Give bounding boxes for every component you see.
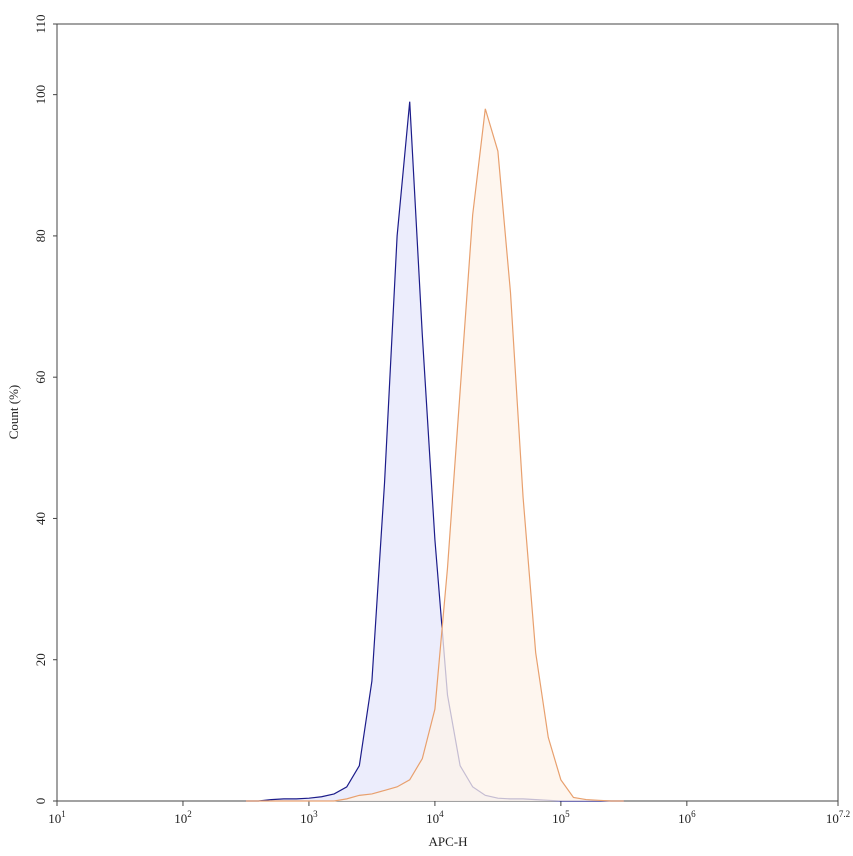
- x-tick-label: 107.2: [826, 809, 850, 826]
- x-tick-label: 101: [48, 809, 66, 826]
- x-tick-label: 103: [300, 809, 318, 826]
- x-tick-exponent: 2: [187, 809, 192, 819]
- x-axis-label: APC-H: [428, 834, 467, 849]
- x-tick-base: 10: [300, 811, 313, 826]
- x-tick-exponent: 7.2: [839, 809, 850, 819]
- x-tick-exponent: 3: [313, 809, 318, 819]
- x-tick-label: 102: [174, 809, 192, 826]
- x-tick-label: 105: [552, 809, 570, 826]
- y-tick-label: 60: [33, 371, 48, 384]
- x-tick-base: 10: [48, 811, 61, 826]
- x-tick-exponent: 6: [691, 809, 696, 819]
- x-tick-base: 10: [678, 811, 691, 826]
- x-tick-base: 10: [826, 811, 839, 826]
- x-tick-base: 10: [552, 811, 565, 826]
- x-tick-label: 106: [678, 809, 696, 826]
- y-axis-label: Count (%): [6, 385, 21, 440]
- y-tick-label: 0: [33, 798, 48, 805]
- x-tick-exponent: 4: [439, 809, 444, 819]
- y-tick-label: 20: [33, 653, 48, 666]
- x-tick-label: 104: [426, 809, 444, 826]
- y-tick-label: 80: [33, 229, 48, 242]
- y-tick-label: 40: [33, 512, 48, 525]
- series-area: [245, 108, 624, 801]
- x-tick-exponent: 1: [61, 809, 66, 819]
- y-tick-label: 110: [33, 14, 48, 33]
- x-tick-base: 10: [174, 811, 187, 826]
- x-tick-exponent: 5: [565, 809, 570, 819]
- x-tick-base: 10: [426, 811, 439, 826]
- y-tick-label: 100: [33, 85, 48, 105]
- series-area: [245, 101, 624, 801]
- series-line: [245, 108, 624, 802]
